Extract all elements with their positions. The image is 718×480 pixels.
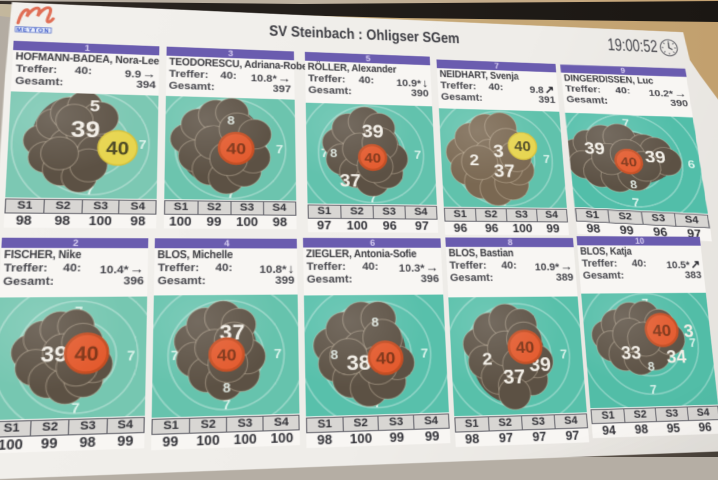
svg-text:MEYTON: MEYTON: [17, 27, 50, 34]
